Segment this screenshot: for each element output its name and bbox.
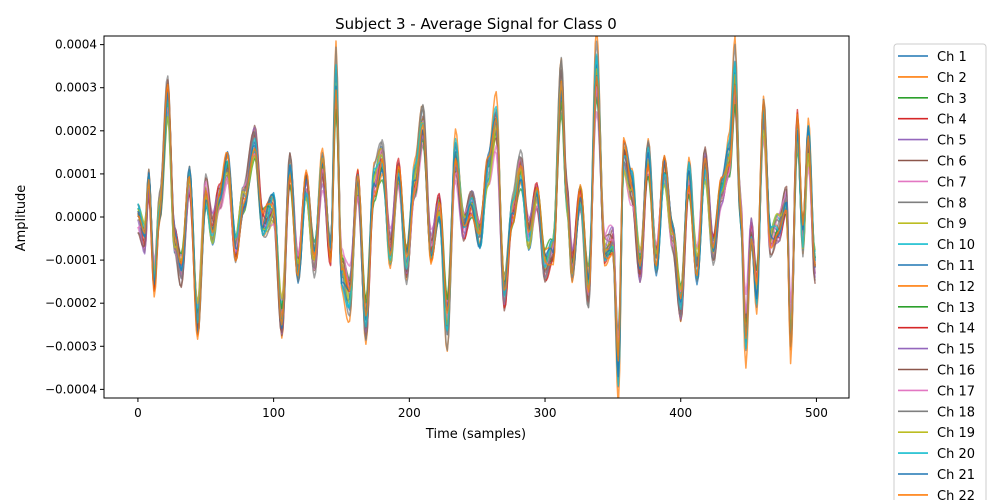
legend-label: Ch 4 [937, 113, 967, 128]
x-tick-label: 0 [134, 406, 142, 420]
series-line-ch-22 [137, 75, 816, 362]
legend: Ch 1 Ch 2 Ch 3 Ch 4 Ch 5 Ch 6 Ch 7 Ch 8 Ch 9 Ch 1… [893, 43, 987, 500]
y-tick-label: 0.0002 [55, 124, 97, 138]
x-tick-label: 300 [534, 406, 557, 420]
x-tick-label: 200 [398, 406, 421, 420]
legend-label: Ch 18 [937, 405, 975, 420]
x-axis-label: Time (samples) [425, 427, 526, 442]
x-tick-label: 500 [805, 406, 828, 420]
series-layer [137, 36, 816, 398]
legend-label: Ch 15 [937, 343, 975, 358]
y-axis-label: Amplitude [14, 185, 29, 252]
legend-label: Ch 2 [937, 71, 967, 86]
legend-label: Ch 14 [937, 322, 975, 337]
axis-layer: 0 100 200 300 400 500 −0.0004 −0.0003 −0.0002 −0.… [45, 38, 828, 420]
legend-label: Ch 10 [937, 238, 975, 253]
legend-box [893, 43, 987, 500]
chart-title: Subject 3 - Average Signal for Class 0 [335, 15, 617, 33]
legend-label: Ch 20 [937, 447, 975, 462]
y-tick-label: −0.0001 [45, 253, 97, 267]
legend-label: Ch 12 [937, 280, 975, 295]
y-tick-label: −0.0003 [45, 339, 97, 353]
y-tick-label: −0.0002 [45, 296, 97, 310]
plot-frame [103, 35, 850, 399]
legend-label: Ch 21 [937, 468, 975, 483]
legend-label: Ch 8 [937, 196, 967, 211]
legend-label: Ch 1 [937, 50, 967, 65]
legend-label: Ch 5 [937, 134, 967, 149]
y-tick-label: 0.0001 [55, 167, 97, 181]
y-tick-label: 0.0003 [55, 81, 97, 95]
legend-label: Ch 19 [937, 426, 975, 441]
y-tick-label: 0.0000 [55, 210, 97, 224]
legend-label: Ch 22 [937, 489, 975, 500]
legend-label: Ch 7 [937, 175, 967, 190]
x-tick-label: 400 [669, 406, 692, 420]
x-tick-label: 100 [262, 406, 285, 420]
y-tick-label: −0.0004 [45, 382, 97, 396]
legend-label: Ch 11 [937, 259, 975, 274]
legend-label: Ch 3 [937, 92, 967, 107]
legend-label: Ch 16 [937, 364, 975, 379]
legend-label: Ch 17 [937, 384, 975, 399]
legend-label: Ch 9 [937, 217, 967, 232]
y-tick-label: 0.0004 [55, 38, 97, 52]
legend-label: Ch 13 [937, 301, 975, 316]
legend-label: Ch 6 [937, 155, 967, 170]
